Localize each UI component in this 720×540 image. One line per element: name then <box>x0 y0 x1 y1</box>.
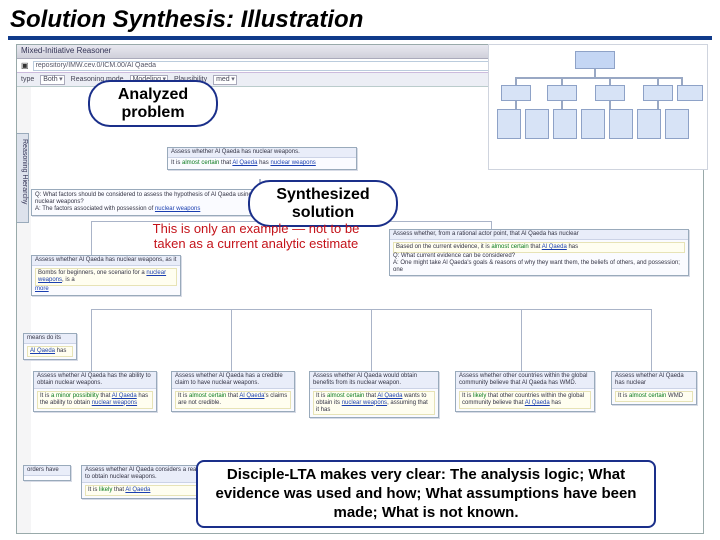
row3-3-line: It is likely that other countries within… <box>459 391 591 409</box>
title-underline <box>8 36 712 40</box>
annotation-analyzed: Analyzed problem <box>88 80 218 127</box>
type-select[interactable]: Both <box>40 75 64 85</box>
annotation-disclaimer: This is only an example — not to be take… <box>136 222 376 252</box>
root-line: It is almost certain that Al Qaeda has n… <box>171 160 353 167</box>
row-left-hdr: Assess whether Al Qaeda considers a reas… <box>82 466 214 483</box>
left-child-more[interactable]: more <box>35 286 177 293</box>
right-child-q: Q: What current evidence can be consider… <box>393 253 685 260</box>
row3-1-line: It is almost certain that Al Qaeda's cla… <box>175 391 291 409</box>
toolbar-label-type: type <box>21 76 34 83</box>
folder-icon: ▣ <box>21 61 29 70</box>
right-child-line: Based on the current evidence, it is alm… <box>393 242 685 253</box>
row3-2-hdr: Assess whether Al Qaeda would obtain ben… <box>310 372 438 389</box>
row4a-ev: Al Qaeda has <box>27 346 73 357</box>
qa-q: Q: What factors should be considered to … <box>35 192 257 206</box>
row3-3-hdr: Assess whether other countries within th… <box>456 372 594 389</box>
org-chart-overlay <box>488 44 708 170</box>
row-left-ev: It is likely that Al Qaeda <box>85 485 211 496</box>
row3-box-4[interactable]: Assess whether Al Qaeda has nuclear It i… <box>611 371 697 405</box>
row3-box-0[interactable]: Assess whether Al Qaeda has the ability … <box>33 371 157 412</box>
right-child-box[interactable]: Assess whether, from a rational actor po… <box>389 229 689 276</box>
right-child-a: A: One might take Al Qaeda's goals & rea… <box>393 260 685 274</box>
row3-4-line: It is almost certain WMD <box>615 391 693 402</box>
row3-4-hdr: Assess whether Al Qaeda has nuclear <box>612 372 696 389</box>
plaus-select[interactable]: med <box>213 75 237 85</box>
qa-box[interactable]: Q: What factors should be considered to … <box>31 189 261 216</box>
root-hypothesis[interactable]: Assess whether Al Qaeda has nuclear weap… <box>167 147 357 170</box>
left-child-ev: Bombs for beginners, one scenario for a … <box>35 268 177 286</box>
root-header: Assess whether Al Qaeda has nuclear weap… <box>168 148 356 158</box>
sidebar-tab-label: Reasoning Hierarchy <box>16 139 28 204</box>
row-left-box[interactable]: Assess whether Al Qaeda considers a reas… <box>81 465 215 499</box>
row3-2-line: It is almost certain that Al Qaeda wants… <box>313 391 435 416</box>
row4b-hdr: orders have <box>24 466 70 476</box>
row3-box-1[interactable]: Assess whether Al Qaeda has a credible c… <box>171 371 295 412</box>
left-child-hdr: Assess whether Al Qaeda has nuclear weap… <box>32 256 180 266</box>
left-child-box[interactable]: Assess whether Al Qaeda has nuclear weap… <box>31 255 181 296</box>
slide-title: Solution Synthesis: Illustration <box>0 0 720 38</box>
row3-1-hdr: Assess whether Al Qaeda has a credible c… <box>172 372 294 389</box>
annotation-bottom: Disciple-LTA makes very clear: The analy… <box>196 460 656 528</box>
row4b-box[interactable]: orders have <box>23 465 71 481</box>
row3-0-hdr: Assess whether Al Qaeda has the ability … <box>34 372 156 389</box>
qa-a: A: The factors associated with possessio… <box>35 206 257 213</box>
row4a-box[interactable]: means do its Al Qaeda has <box>23 333 77 360</box>
row3-box-3[interactable]: Assess whether other countries within th… <box>455 371 595 412</box>
row3-0-line: It is a minor possibility that Al Qaeda … <box>37 391 153 409</box>
right-child-hdr: Assess whether, from a rational actor po… <box>390 230 688 240</box>
row3-box-2[interactable]: Assess whether Al Qaeda would obtain ben… <box>309 371 439 418</box>
row4a-hdr: means do its <box>24 334 76 344</box>
